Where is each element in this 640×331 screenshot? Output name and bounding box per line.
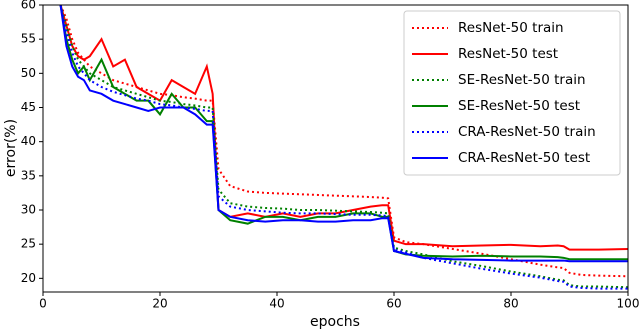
plot-frame bbox=[42, 4, 629, 293]
y-tick-label: 35 bbox=[21, 168, 36, 182]
x-tick-label: 100 bbox=[617, 297, 640, 311]
y-tick-label: 60 bbox=[21, 0, 36, 12]
legend-label: SE-ResNet-50 train bbox=[458, 72, 586, 88]
y-tick-label: 30 bbox=[21, 203, 36, 217]
series-line bbox=[59, 5, 628, 251]
legend-label: SE-ResNet-50 test bbox=[458, 98, 580, 114]
legend-label: CRA-ResNet-50 train bbox=[458, 124, 596, 140]
y-tick-label: 40 bbox=[21, 134, 36, 148]
y-tick-label: 55 bbox=[21, 32, 36, 46]
legend: ResNet-50 train ResNet-50 test SE-ResNet-5… bbox=[403, 10, 621, 176]
legend-box bbox=[403, 10, 621, 176]
y-tick-label: 20 bbox=[21, 271, 36, 285]
series-line bbox=[59, 5, 628, 289]
legend-label: ResNet-50 test bbox=[458, 46, 558, 62]
y-axis-label: error(%) bbox=[3, 119, 19, 177]
x-tick-label: 40 bbox=[269, 297, 284, 311]
x-axis-label: epochs bbox=[310, 314, 360, 330]
series-line bbox=[59, 5, 628, 290]
plot-lines bbox=[59, 5, 628, 290]
legend-label: CRA-ResNet-50 test bbox=[458, 150, 590, 166]
x-tick-label: 80 bbox=[503, 297, 518, 311]
x-tick-label: 20 bbox=[152, 297, 167, 311]
x-tick-label: 0 bbox=[39, 297, 47, 311]
y-tick-label: 25 bbox=[21, 237, 36, 251]
y-tick-label: 45 bbox=[21, 100, 36, 114]
series-line bbox=[59, 5, 628, 263]
legend-label: ResNet-50 train bbox=[458, 20, 564, 36]
y-tick-label: 50 bbox=[21, 66, 36, 80]
series-line bbox=[59, 5, 628, 261]
x-tick-label: 60 bbox=[386, 297, 401, 311]
